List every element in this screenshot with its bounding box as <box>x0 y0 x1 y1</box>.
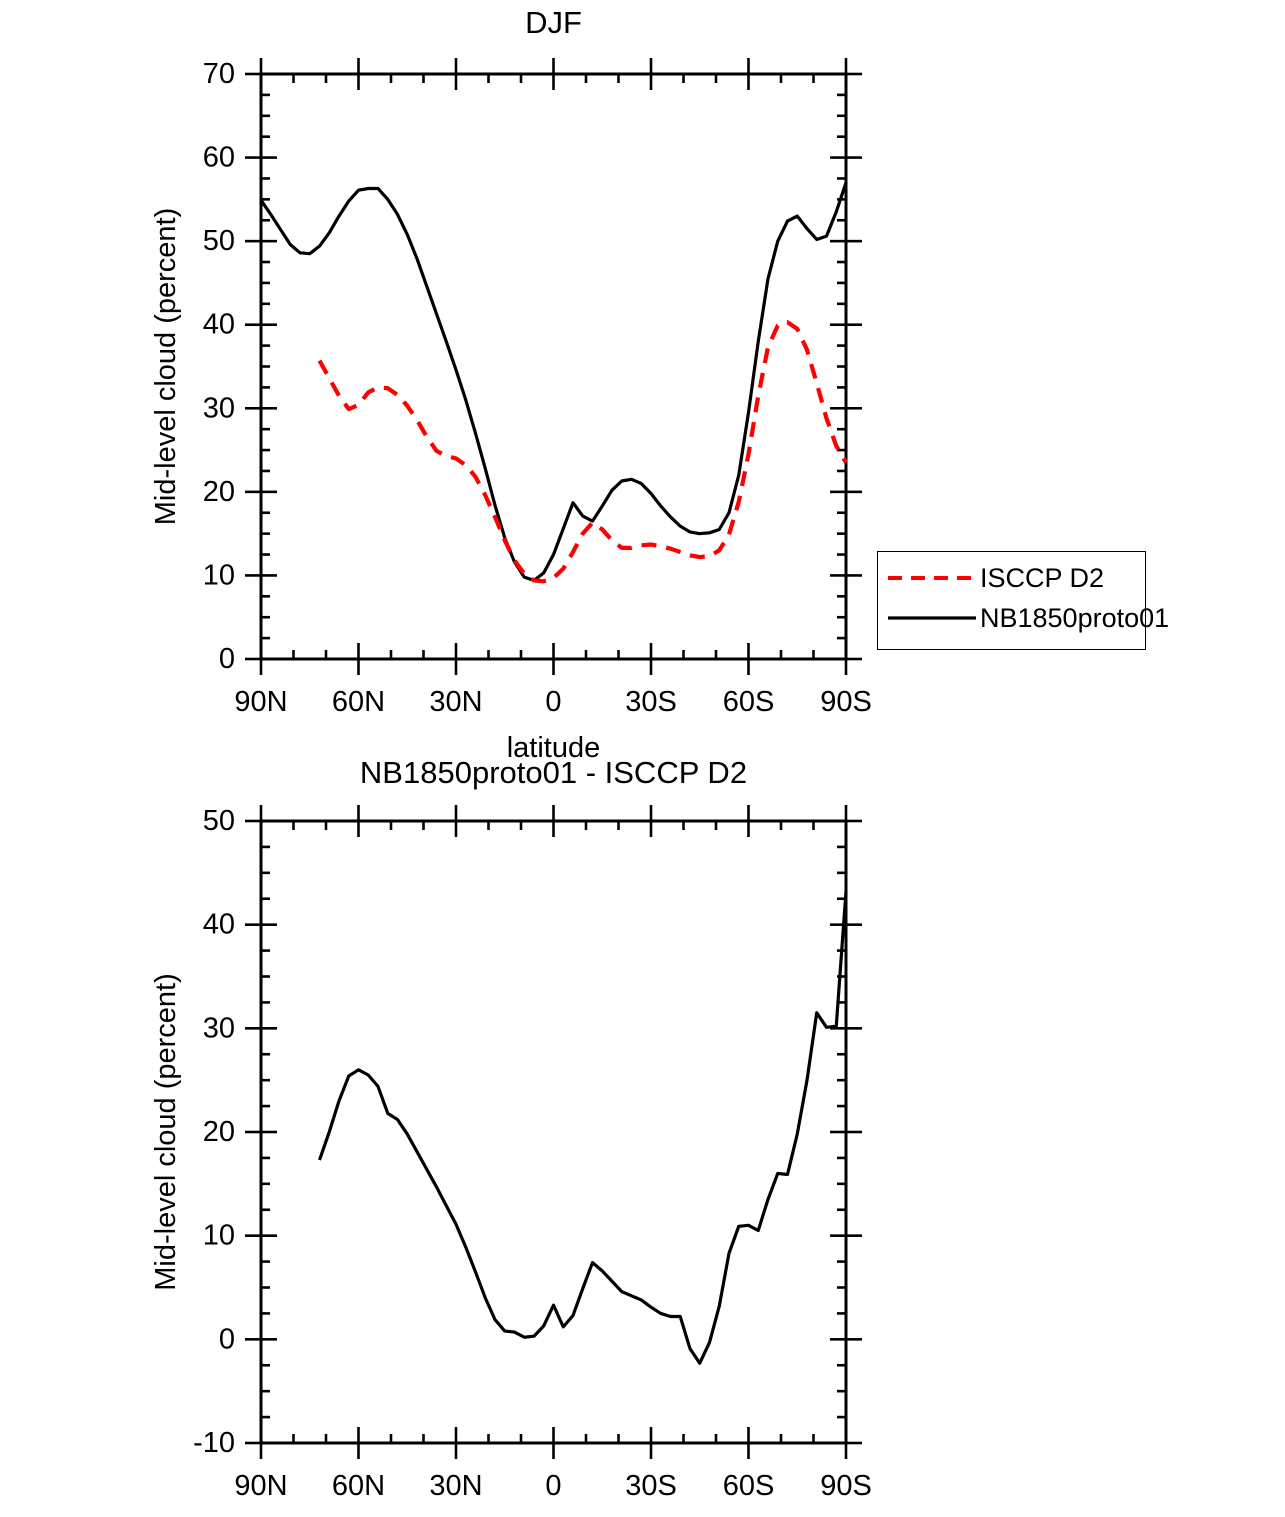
svg-text:0: 0 <box>219 1323 235 1355</box>
svg-text:-10: -10 <box>193 1427 235 1459</box>
legend: ISCCP D2 NB1850proto01 <box>877 551 1169 650</box>
top-panel-title: DJF <box>525 5 582 40</box>
chart-panel-difference: NB1850proto01 - ISCCP D2 -10 0 10 20 30 40 50 9… <box>0 755 900 1517</box>
x-axis-label: latitude <box>507 732 601 764</box>
x-axis-tick-labels: 90N 60N 30N 0 30S 60S 90S <box>234 1470 871 1502</box>
svg-text:70: 70 <box>203 58 235 90</box>
svg-text:0: 0 <box>545 1470 561 1502</box>
svg-text:20: 20 <box>203 476 235 508</box>
svg-text:90N: 90N <box>234 686 287 718</box>
legend-label-nb1850proto01: NB1850proto01 <box>980 602 1170 633</box>
svg-text:60S: 60S <box>723 1470 775 1502</box>
legend-swatch-isccp-d2 <box>886 570 978 586</box>
svg-text:60N: 60N <box>332 686 385 718</box>
svg-text:30: 30 <box>203 392 235 424</box>
bottom-panel-title: NB1850proto01 - ISCCP D2 <box>359 755 748 790</box>
svg-text:10: 10 <box>203 559 235 591</box>
axis-frame <box>259 819 848 1445</box>
x-axis-tick-labels: 90N 60N 30N 0 30S 60S 90S <box>234 686 871 718</box>
svg-text:30N: 30N <box>429 686 482 718</box>
legend-swatch-nb1850proto01 <box>886 610 978 626</box>
y-axis-label: Mid-level cloud (percent) <box>150 208 182 526</box>
svg-text:50: 50 <box>203 225 235 257</box>
legend-label-isccp-d2: ISCCP D2 <box>980 562 1105 593</box>
y-axis-label: Mid-level cloud (percent) <box>150 973 182 1291</box>
bottom-panel-plot: -100102030405090N60N30N030S60S90Slatitud… <box>150 805 872 1517</box>
svg-text:50: 50 <box>203 805 235 837</box>
svg-text:90S: 90S <box>820 1470 872 1502</box>
y-axis-tick-labels: -10 0 10 20 30 40 50 <box>193 805 235 1459</box>
axis-frame <box>259 72 848 661</box>
svg-text:10: 10 <box>203 1220 235 1252</box>
svg-text:30S: 30S <box>625 686 677 718</box>
svg-text:60S: 60S <box>723 686 775 718</box>
x-axis-ticks <box>259 58 848 675</box>
y-axis-ticks <box>245 72 862 661</box>
legend-item-isccp-d2[interactable]: ISCCP D2 <box>886 558 1135 598</box>
svg-text:40: 40 <box>203 309 235 341</box>
chart-panel-djf: DJF 0 10 20 30 40 50 60 70 90N 60N 30N 0 30S 60S 90S la… <box>0 0 900 764</box>
svg-text:60N: 60N <box>332 1470 385 1502</box>
series-line-nb1850proto01 <box>259 182 848 583</box>
svg-text:0: 0 <box>545 686 561 718</box>
legend-item-nb1850proto01[interactable]: NB1850proto01 <box>886 598 1169 638</box>
svg-text:20: 20 <box>203 1116 235 1148</box>
svg-text:0: 0 <box>219 643 235 675</box>
svg-text:90S: 90S <box>820 686 872 718</box>
svg-text:40: 40 <box>203 909 235 941</box>
series-line-nb1850proto01-isccp-d2 <box>317 891 848 1365</box>
svg-text:30: 30 <box>203 1012 235 1044</box>
y-axis-tick-labels: 0 10 20 30 40 50 60 70 <box>203 58 235 675</box>
y-axis-ticks <box>245 819 862 1445</box>
svg-text:30S: 30S <box>625 1470 677 1502</box>
series-line-isccp-d2 <box>317 320 848 584</box>
svg-text:90N: 90N <box>234 1470 287 1502</box>
x-axis-ticks <box>259 805 848 1459</box>
top-panel-plot: 0 10 20 30 40 50 60 70 90N 60N 30N 0 30S 60S 90S latitu… <box>150 58 872 764</box>
svg-text:30N: 30N <box>429 1470 482 1502</box>
svg-text:60: 60 <box>203 142 235 174</box>
